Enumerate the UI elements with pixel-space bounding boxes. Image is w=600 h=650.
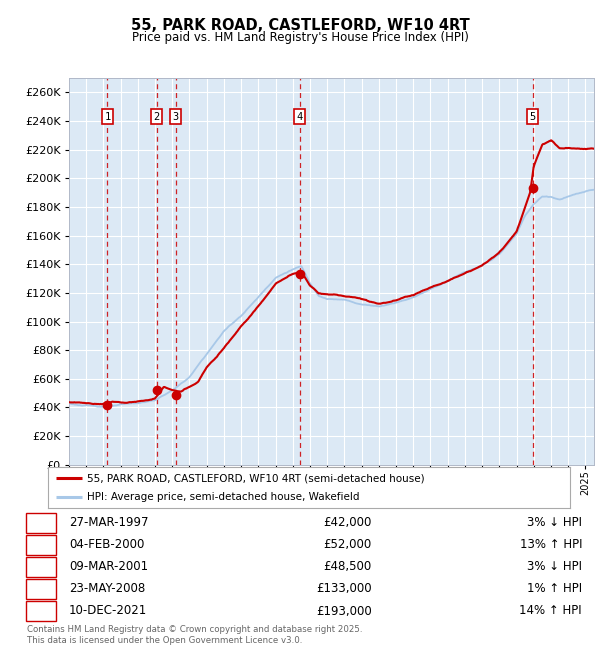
Text: 55, PARK ROAD, CASTLEFORD, WF10 4RT (semi-detached house): 55, PARK ROAD, CASTLEFORD, WF10 4RT (sem…: [87, 473, 425, 484]
Text: 5: 5: [38, 604, 44, 617]
Text: £133,000: £133,000: [316, 582, 372, 595]
Text: 2: 2: [38, 538, 44, 551]
Text: 4: 4: [296, 112, 303, 122]
Text: 3% ↓ HPI: 3% ↓ HPI: [527, 516, 582, 529]
Text: £52,000: £52,000: [324, 538, 372, 551]
Text: 3: 3: [38, 560, 44, 573]
Text: 5: 5: [530, 112, 536, 122]
Text: 3: 3: [172, 112, 179, 122]
Text: 2: 2: [154, 112, 160, 122]
Text: Price paid vs. HM Land Registry's House Price Index (HPI): Price paid vs. HM Land Registry's House …: [131, 31, 469, 44]
Text: 1: 1: [38, 516, 44, 529]
Text: 27-MAR-1997: 27-MAR-1997: [69, 516, 149, 529]
Text: £193,000: £193,000: [316, 604, 372, 617]
Text: HPI: Average price, semi-detached house, Wakefield: HPI: Average price, semi-detached house,…: [87, 492, 359, 502]
Text: Contains HM Land Registry data © Crown copyright and database right 2025.
This d: Contains HM Land Registry data © Crown c…: [27, 625, 362, 645]
Text: 09-MAR-2001: 09-MAR-2001: [69, 560, 148, 573]
Text: 10-DEC-2021: 10-DEC-2021: [69, 604, 147, 617]
Text: £48,500: £48,500: [324, 560, 372, 573]
Text: 13% ↑ HPI: 13% ↑ HPI: [520, 538, 582, 551]
Text: 55, PARK ROAD, CASTLEFORD, WF10 4RT: 55, PARK ROAD, CASTLEFORD, WF10 4RT: [131, 18, 469, 33]
Text: £42,000: £42,000: [323, 516, 372, 529]
Text: 04-FEB-2000: 04-FEB-2000: [69, 538, 145, 551]
Text: 1: 1: [104, 112, 110, 122]
Text: 3% ↓ HPI: 3% ↓ HPI: [527, 560, 582, 573]
Text: 14% ↑ HPI: 14% ↑ HPI: [520, 604, 582, 617]
Text: 4: 4: [38, 582, 44, 595]
Text: 1% ↑ HPI: 1% ↑ HPI: [527, 582, 582, 595]
Text: 23-MAY-2008: 23-MAY-2008: [69, 582, 145, 595]
